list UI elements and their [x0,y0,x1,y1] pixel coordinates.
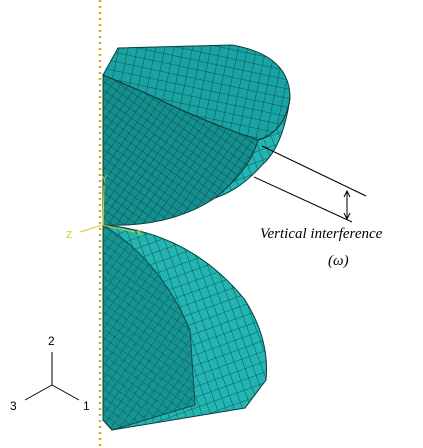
axis-z: Z [66,230,72,241]
triad-3: 3 [10,399,17,413]
dimension [254,146,366,222]
triad [25,352,79,400]
axis-y: Y [101,174,108,185]
lower-body [103,225,267,430]
axis-x: X [136,228,143,239]
triad-1: 1 [83,399,90,413]
upper-body [103,45,290,225]
viewport: Z X Y Vertical interference (ω) 2 3 1 [0,0,423,448]
annotation-label: Vertical interference [260,226,383,242]
triad-2: 2 [48,334,55,348]
annotation-symbol: (ω) [328,253,349,269]
